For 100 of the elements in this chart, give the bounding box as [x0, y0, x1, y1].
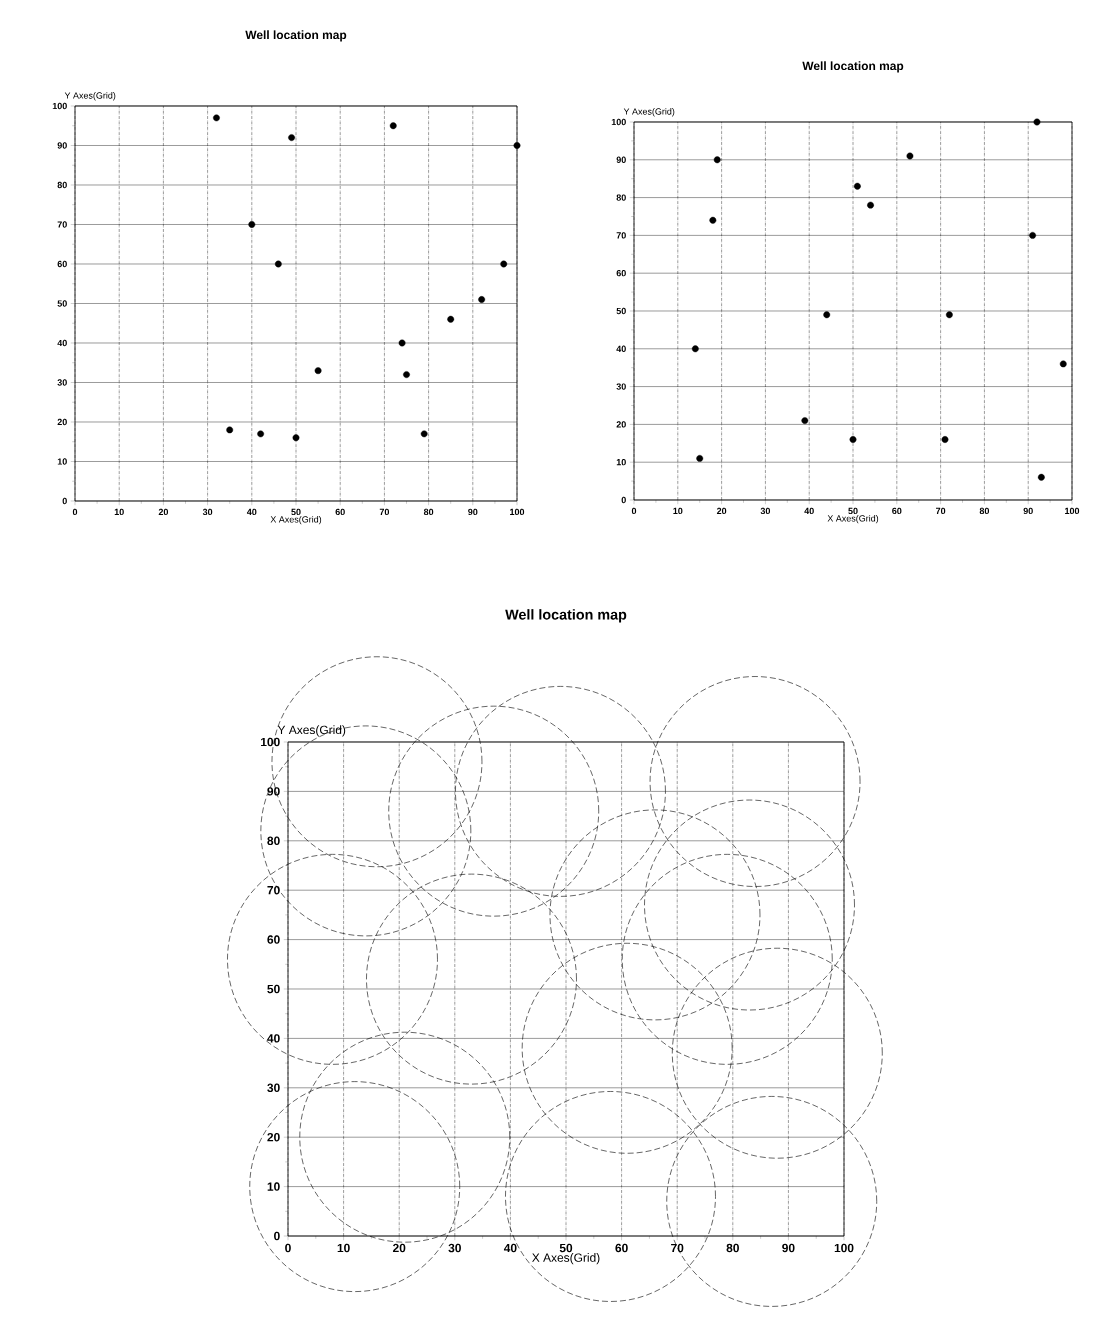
y-tick-label: 60: [616, 270, 626, 277]
point: [1059, 360, 1067, 368]
x-tick-label: 30: [760, 507, 771, 515]
y-tick-label: 10: [57, 458, 67, 465]
x-tick-label: 70: [671, 1243, 684, 1253]
y-tick-label: 70: [267, 885, 280, 895]
y-tick-label: 50: [616, 307, 626, 315]
y-tick-label: 80: [616, 194, 626, 201]
point: [420, 430, 428, 438]
x-tick-label: 80: [979, 507, 990, 515]
point: [713, 156, 721, 164]
point: [853, 182, 861, 190]
y-tick-label: 100: [52, 102, 67, 110]
y-tick-label: 70: [616, 232, 626, 239]
point: [213, 114, 220, 122]
x-tick-label: 0: [285, 1243, 291, 1253]
x-tick-label: 40: [246, 508, 257, 516]
y-tick-label: 10: [616, 459, 626, 466]
y-tick-label: 30: [57, 379, 67, 386]
x-tick-label: 30: [202, 508, 213, 516]
x-tick-label: 60: [335, 508, 345, 516]
y-tick-label: 70: [57, 221, 67, 228]
x-tick-label: 80: [423, 508, 434, 516]
point: [500, 260, 508, 268]
x-tick-label: 20: [716, 507, 727, 515]
y-tick-label: 40: [267, 1034, 280, 1043]
y-tick-label: 90: [616, 156, 626, 163]
x-tick-label: 0: [72, 508, 78, 516]
x-tick-label: 60: [892, 507, 902, 515]
y-axis-title: Y Axes(Grid): [64, 92, 116, 101]
y-tick-label: 30: [616, 383, 626, 390]
point: [1037, 473, 1045, 481]
x-tick-label: 50: [291, 508, 301, 516]
point: [849, 436, 857, 443]
y-tick-label: 30: [267, 1083, 280, 1093]
y-tick-label: 90: [267, 787, 280, 796]
point: [389, 122, 397, 130]
y-tick-label: 80: [267, 836, 280, 846]
x-tick-label: 70: [936, 507, 946, 515]
point: [906, 152, 914, 160]
x-tick-label: 90: [468, 508, 478, 516]
chart-title: Well location map: [802, 61, 904, 73]
point: [248, 221, 256, 228]
x-tick-label: 10: [673, 507, 683, 515]
x-axis-title: X Axes(Grid): [270, 515, 322, 525]
x-tick-label: 20: [392, 1243, 406, 1253]
y-tick-label: 0: [274, 1231, 280, 1241]
chart-title: Well location map: [245, 30, 347, 42]
x-axis-title: X Axes(Grid): [827, 514, 879, 524]
y-tick-label: 60: [267, 935, 280, 944]
x-tick-label: 70: [379, 508, 390, 516]
x-tick-label: 40: [503, 1243, 517, 1253]
y-tick-label: 100: [261, 737, 280, 747]
chart-title: Well location map: [505, 609, 627, 623]
point: [403, 371, 410, 378]
point: [226, 426, 234, 434]
x-tick-label: 20: [158, 508, 169, 516]
y-tick-label: 20: [267, 1132, 280, 1142]
x-tick-label: 10: [337, 1243, 350, 1253]
y-axis-title: Y Axes(Grid): [623, 108, 675, 117]
y-tick-label: 0: [62, 497, 67, 505]
point: [398, 339, 406, 347]
point: [478, 296, 486, 303]
point: [292, 434, 300, 442]
y-tick-label: 100: [611, 118, 626, 126]
x-axis-title: X Axes(Grid): [532, 1253, 600, 1265]
x-tick-label: 100: [834, 1243, 854, 1253]
point: [513, 142, 521, 149]
y-tick-label: 80: [57, 181, 67, 189]
y-tick-label: 10: [267, 1182, 280, 1191]
x-tick-label: 0: [631, 507, 637, 515]
point: [823, 311, 831, 319]
x-tick-label: 90: [1023, 507, 1033, 515]
point: [257, 430, 265, 438]
x-tick-label: 100: [510, 508, 525, 516]
point: [447, 315, 455, 323]
point: [288, 134, 295, 141]
y-tick-label: 50: [267, 984, 280, 994]
point: [691, 345, 699, 353]
x-tick-label: 50: [559, 1243, 573, 1253]
x-tick-label: 100: [1065, 507, 1080, 515]
point: [1033, 118, 1041, 126]
point: [709, 216, 717, 224]
x-tick-label: 40: [804, 507, 814, 515]
point: [1029, 231, 1036, 239]
x-tick-label: 50: [848, 507, 858, 515]
y-tick-label: 90: [57, 142, 67, 149]
y-tick-label: 0: [621, 496, 626, 504]
point: [274, 260, 282, 268]
point: [941, 436, 949, 443]
y-axis-title: Y Axes(Grid): [277, 725, 346, 737]
y-tick-label: 40: [616, 345, 626, 352]
y-tick-label: 20: [616, 421, 626, 428]
point: [696, 455, 704, 462]
point: [314, 367, 322, 375]
point: [945, 311, 953, 319]
y-tick-label: 50: [57, 300, 67, 307]
point: [801, 417, 809, 425]
x-tick-label: 30: [448, 1243, 461, 1253]
x-tick-label: 90: [782, 1243, 795, 1253]
